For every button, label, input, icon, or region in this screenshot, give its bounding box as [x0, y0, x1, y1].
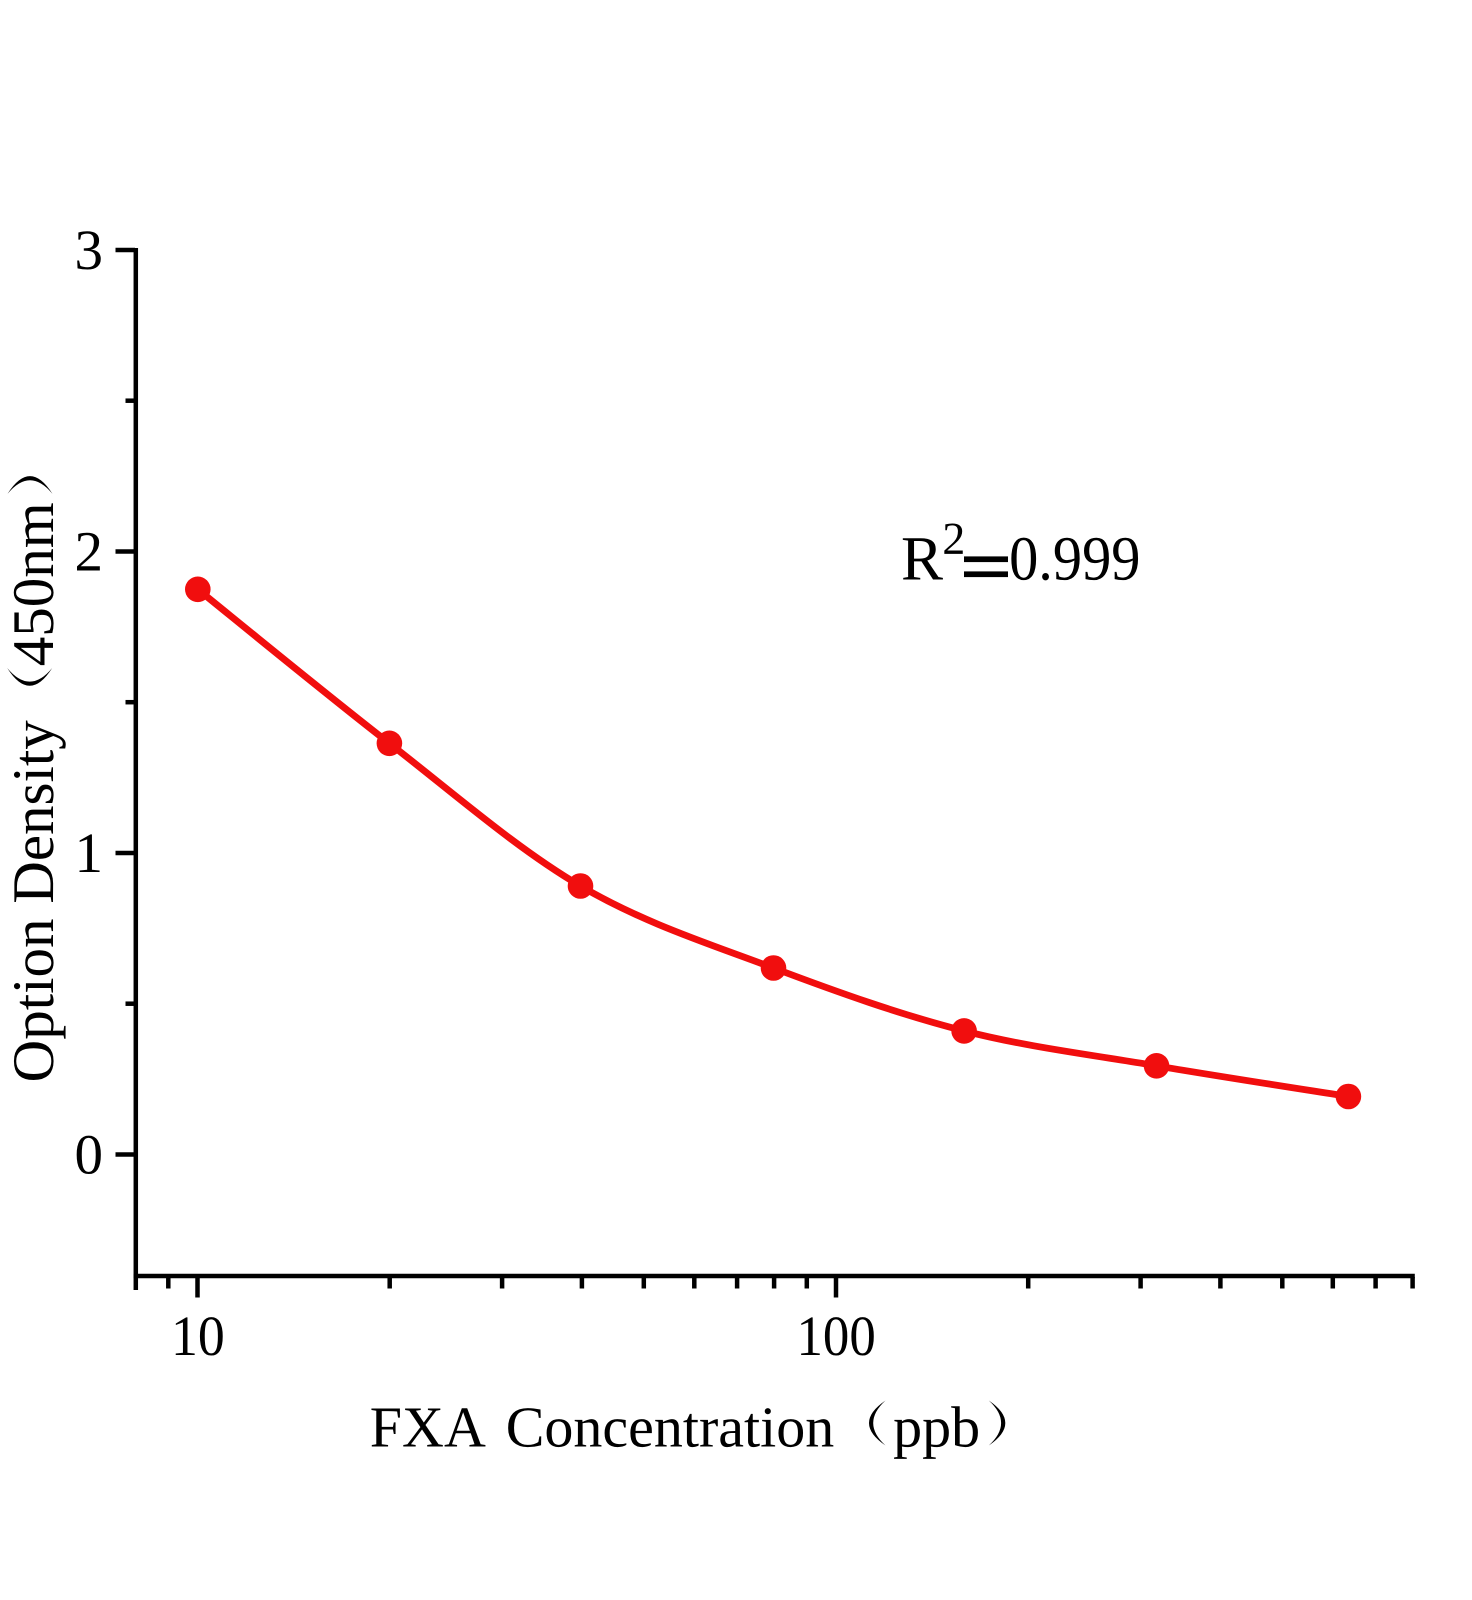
svg-text:R: R [901, 524, 943, 594]
svg-text:Option Density: Option Density [0, 720, 66, 1083]
svg-text:Concentration: Concentration [506, 1394, 835, 1459]
svg-text:10: 10 [171, 1305, 225, 1368]
svg-text:3: 3 [75, 219, 104, 282]
svg-text:2: 2 [75, 521, 104, 584]
svg-text:450nm: 450nm [0, 502, 66, 666]
svg-text:1: 1 [75, 822, 104, 885]
svg-text:100: 100 [797, 1305, 876, 1368]
svg-text:0: 0 [75, 1124, 104, 1187]
svg-text:0.999: 0.999 [1009, 524, 1140, 594]
svg-text:ppb: ppb [893, 1394, 980, 1459]
svg-text:FXA: FXA [370, 1394, 486, 1459]
